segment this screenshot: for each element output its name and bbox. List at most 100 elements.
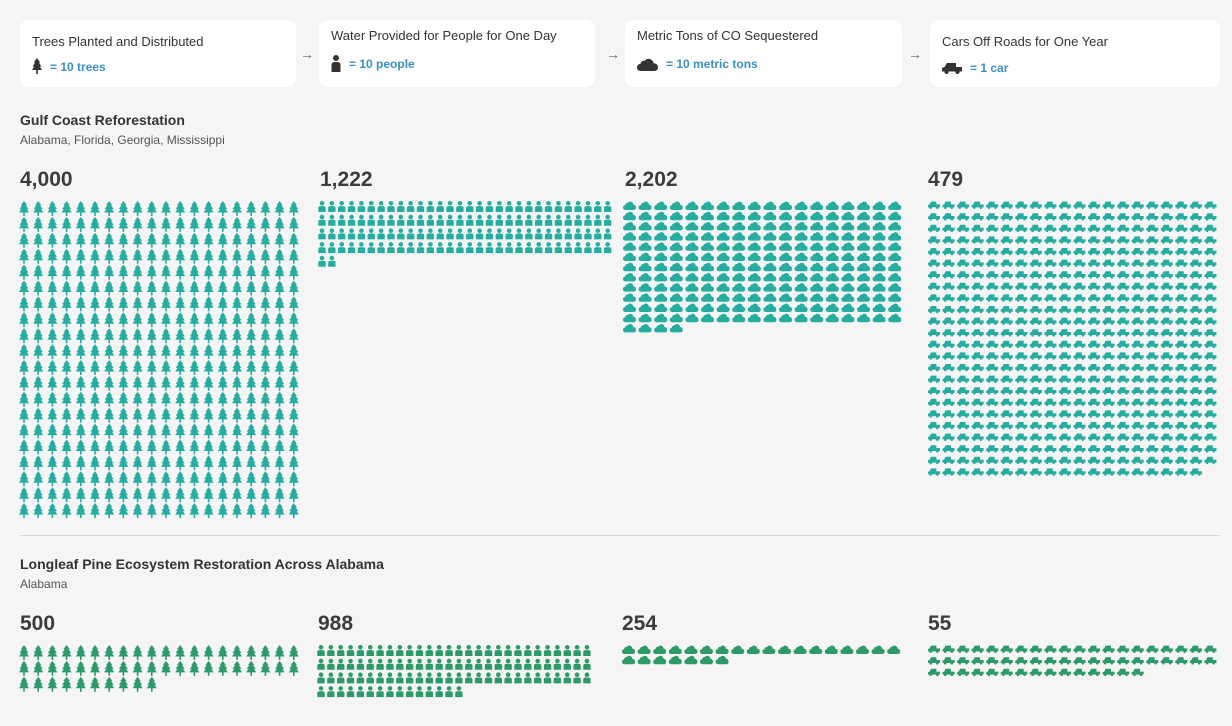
car-icon: [1000, 259, 1013, 267]
cloud-icon: [810, 313, 824, 323]
cloud-icon: [841, 242, 855, 251]
tree-icon: [246, 312, 257, 328]
tree-icon: [118, 407, 129, 423]
tree-icon: [118, 312, 129, 328]
car-icon: [986, 259, 999, 267]
car-icon: [1146, 282, 1159, 291]
tree-icon: [175, 360, 186, 375]
car-icon: [1044, 294, 1057, 302]
tree-icon: [175, 264, 186, 280]
car-icon: [1102, 248, 1115, 256]
person-icon: [465, 672, 473, 684]
tree-icon: [203, 360, 214, 375]
person-icon: [456, 242, 464, 254]
car-icon: [986, 375, 999, 383]
car-icon: [928, 364, 940, 372]
cloud-icon: [841, 201, 855, 210]
car-icon: [1204, 201, 1217, 209]
car-icon: [1117, 657, 1130, 665]
cloud-icon: [623, 323, 636, 333]
person-icon: [405, 658, 414, 670]
tree-icon: [61, 455, 72, 471]
person-icon: [377, 228, 385, 240]
car-icon: [957, 433, 970, 441]
person-icon: [376, 658, 384, 670]
cloud-icon: [638, 262, 652, 272]
cloud-icon: [623, 211, 636, 221]
tree-icon: [104, 423, 115, 439]
tree-icon: [90, 645, 100, 660]
car-icon: [1204, 445, 1217, 453]
car-icon: [1175, 398, 1188, 407]
tree-icon: [47, 360, 58, 375]
tree-icon: [189, 312, 200, 328]
tree-icon: [288, 375, 299, 391]
tree-icon: [175, 232, 186, 248]
tree-icon: [132, 248, 143, 264]
cloud-icon: [763, 252, 777, 261]
cloud-icon: [825, 201, 839, 210]
tree-icon: [61, 407, 72, 423]
car-icon: [1160, 398, 1173, 407]
person-icon: [485, 242, 494, 254]
person-icon: [543, 645, 552, 656]
car-icon: [1131, 433, 1144, 441]
cloud-icon: [669, 272, 683, 282]
car-icon: [1058, 236, 1071, 244]
car-icon: [1015, 306, 1028, 314]
person-icon: [446, 242, 454, 254]
car-icon: [1160, 282, 1173, 291]
person-icon: [505, 201, 513, 212]
person-icon: [505, 228, 513, 240]
tree-icon: [161, 391, 171, 407]
person-icon: [397, 242, 405, 254]
person-icon: [425, 645, 434, 656]
tree-icon: [274, 645, 285, 660]
cloud-icon: [857, 272, 870, 282]
car-icon: [1102, 306, 1115, 314]
person-icon: [327, 645, 335, 656]
car-icon: [1131, 282, 1144, 291]
car-icon: [1117, 398, 1130, 407]
tree-icon: [75, 660, 86, 676]
tree-icon: [61, 503, 72, 519]
car-icon: [1146, 306, 1159, 314]
car-icon: [928, 410, 940, 418]
car-icon: [1189, 645, 1202, 653]
tree-icon: [33, 312, 44, 328]
legend-value: = 10 trees: [50, 59, 106, 74]
car-icon: [1160, 329, 1173, 337]
tree-icon-grid: [19, 645, 299, 692]
person-icon: [436, 201, 444, 212]
tree-icon: [161, 280, 171, 296]
car-icon: [1088, 668, 1101, 677]
tree-icon: [33, 216, 44, 232]
tree-icon: [161, 455, 171, 471]
tree-icon: [260, 439, 271, 455]
car-icon: [1015, 294, 1028, 302]
tree-icon: [189, 503, 200, 519]
car-icon: [1117, 645, 1130, 653]
car-icon: [928, 317, 940, 325]
car-icon: [986, 668, 999, 677]
tree-icon: [47, 455, 58, 471]
car-icon: [1088, 259, 1101, 267]
car-icon: [1204, 398, 1217, 407]
tree-icon: [246, 645, 257, 660]
tree-icon: [217, 407, 228, 423]
tree-icon: [19, 328, 29, 344]
car-icon: [986, 387, 999, 395]
car-icon: [1160, 271, 1173, 279]
person-icon: [544, 228, 553, 240]
car-icon: [1058, 201, 1071, 209]
person-icon: [327, 686, 335, 698]
car-icon: [1015, 213, 1028, 221]
person-icon: [317, 672, 325, 684]
car-icon: [1029, 364, 1042, 372]
car-icon: [986, 317, 999, 325]
car-icon: [1088, 657, 1101, 665]
car-icon: [1073, 248, 1086, 256]
car-icon: [1160, 422, 1173, 430]
tree-icon: [203, 391, 214, 407]
car-icon: [1029, 398, 1042, 407]
